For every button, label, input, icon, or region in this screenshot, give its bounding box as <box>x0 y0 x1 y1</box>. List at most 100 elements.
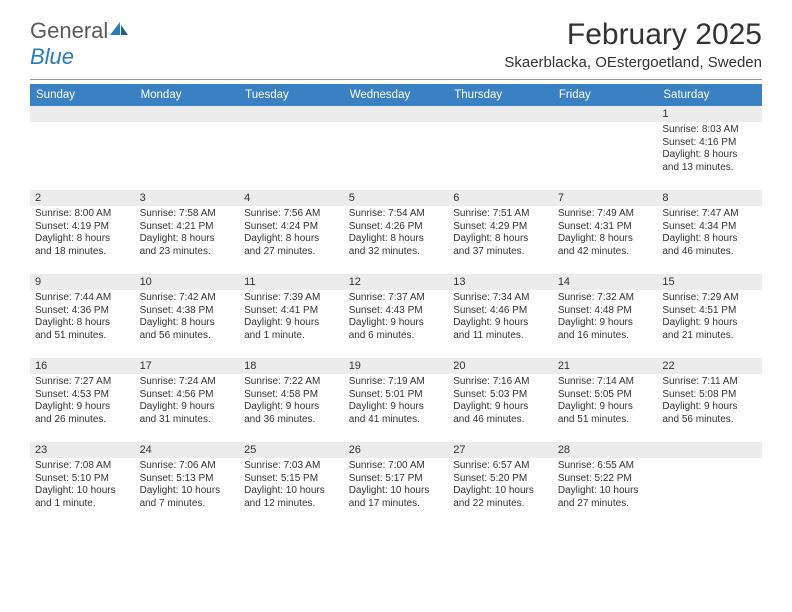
calendar-day-cell: 23Sunrise: 7:08 AMSunset: 5:10 PMDayligh… <box>30 442 135 526</box>
day-number: 27 <box>448 442 553 458</box>
calendar-day-cell: 21Sunrise: 7:14 AMSunset: 5:05 PMDayligh… <box>553 358 658 442</box>
calendar-day-cell: 26Sunrise: 7:00 AMSunset: 5:17 PMDayligh… <box>344 442 449 526</box>
day-details: Sunrise: 7:42 AMSunset: 4:38 PMDaylight:… <box>135 290 240 344</box>
calendar-day-cell: 27Sunrise: 6:57 AMSunset: 5:20 PMDayligh… <box>448 442 553 526</box>
day-number: 12 <box>344 274 449 290</box>
logo-text: GeneralBlue <box>30 18 130 70</box>
day-details: Sunrise: 7:29 AMSunset: 4:51 PMDaylight:… <box>657 290 762 344</box>
day-header: Saturday <box>657 84 762 106</box>
day-number: 24 <box>135 442 240 458</box>
calendar-day-cell: 25Sunrise: 7:03 AMSunset: 5:15 PMDayligh… <box>239 442 344 526</box>
day-details: Sunrise: 7:34 AMSunset: 4:46 PMDaylight:… <box>448 290 553 344</box>
calendar-week-row: 16Sunrise: 7:27 AMSunset: 4:53 PMDayligh… <box>30 358 762 442</box>
day-details: Sunrise: 7:06 AMSunset: 5:13 PMDaylight:… <box>135 458 240 512</box>
logo: GeneralBlue <box>30 18 130 70</box>
day-details: Sunrise: 7:22 AMSunset: 4:58 PMDaylight:… <box>239 374 344 428</box>
day-number <box>239 106 344 122</box>
calendar-day-cell: 17Sunrise: 7:24 AMSunset: 4:56 PMDayligh… <box>135 358 240 442</box>
day-number: 18 <box>239 358 344 374</box>
logo-text-general: General <box>30 18 108 43</box>
location-subtitle: Skaerblacka, OEstergoetland, Sweden <box>504 54 762 71</box>
day-details: Sunrise: 7:16 AMSunset: 5:03 PMDaylight:… <box>448 374 553 428</box>
day-number: 25 <box>239 442 344 458</box>
day-number: 13 <box>448 274 553 290</box>
calendar-day-cell: 8Sunrise: 7:47 AMSunset: 4:34 PMDaylight… <box>657 190 762 274</box>
title-block: February 2025 Skaerblacka, OEstergoetlan… <box>504 18 762 71</box>
calendar-day-cell <box>344 106 449 190</box>
day-number: 9 <box>30 274 135 290</box>
sail-icon <box>108 20 130 38</box>
day-details: Sunrise: 7:44 AMSunset: 4:36 PMDaylight:… <box>30 290 135 344</box>
calendar-day-cell <box>657 442 762 526</box>
calendar-day-cell <box>448 106 553 190</box>
day-number: 15 <box>657 274 762 290</box>
calendar-day-cell: 6Sunrise: 7:51 AMSunset: 4:29 PMDaylight… <box>448 190 553 274</box>
day-details: Sunrise: 7:08 AMSunset: 5:10 PMDaylight:… <box>30 458 135 512</box>
calendar-day-cell: 5Sunrise: 7:54 AMSunset: 4:26 PMDaylight… <box>344 190 449 274</box>
calendar-day-cell: 4Sunrise: 7:56 AMSunset: 4:24 PMDaylight… <box>239 190 344 274</box>
day-number: 4 <box>239 190 344 206</box>
day-number: 7 <box>553 190 658 206</box>
day-number: 17 <box>135 358 240 374</box>
calendar-day-cell: 28Sunrise: 6:55 AMSunset: 5:22 PMDayligh… <box>553 442 658 526</box>
day-number: 23 <box>30 442 135 458</box>
calendar-header-row: SundayMondayTuesdayWednesdayThursdayFrid… <box>30 84 762 106</box>
calendar-day-cell: 12Sunrise: 7:37 AMSunset: 4:43 PMDayligh… <box>344 274 449 358</box>
calendar-day-cell: 16Sunrise: 7:27 AMSunset: 4:53 PMDayligh… <box>30 358 135 442</box>
day-number: 16 <box>30 358 135 374</box>
day-number: 28 <box>553 442 658 458</box>
day-number: 22 <box>657 358 762 374</box>
calendar-day-cell <box>553 106 658 190</box>
calendar-week-row: 9Sunrise: 7:44 AMSunset: 4:36 PMDaylight… <box>30 274 762 358</box>
day-details: Sunrise: 7:39 AMSunset: 4:41 PMDaylight:… <box>239 290 344 344</box>
day-details: Sunrise: 7:32 AMSunset: 4:48 PMDaylight:… <box>553 290 658 344</box>
day-number <box>553 106 658 122</box>
day-details: Sunrise: 7:00 AMSunset: 5:17 PMDaylight:… <box>344 458 449 512</box>
calendar-day-cell: 3Sunrise: 7:58 AMSunset: 4:21 PMDaylight… <box>135 190 240 274</box>
calendar-week-row: 1Sunrise: 8:03 AMSunset: 4:16 PMDaylight… <box>30 106 762 190</box>
calendar-day-cell: 18Sunrise: 7:22 AMSunset: 4:58 PMDayligh… <box>239 358 344 442</box>
day-header: Tuesday <box>239 84 344 106</box>
calendar-day-cell: 10Sunrise: 7:42 AMSunset: 4:38 PMDayligh… <box>135 274 240 358</box>
day-details: Sunrise: 7:14 AMSunset: 5:05 PMDaylight:… <box>553 374 658 428</box>
day-details: Sunrise: 7:49 AMSunset: 4:31 PMDaylight:… <box>553 206 658 260</box>
day-number: 11 <box>239 274 344 290</box>
calendar-day-cell: 20Sunrise: 7:16 AMSunset: 5:03 PMDayligh… <box>448 358 553 442</box>
day-details: Sunrise: 7:03 AMSunset: 5:15 PMDaylight:… <box>239 458 344 512</box>
calendar-day-cell: 2Sunrise: 8:00 AMSunset: 4:19 PMDaylight… <box>30 190 135 274</box>
title-divider <box>30 79 762 80</box>
day-details: Sunrise: 6:55 AMSunset: 5:22 PMDaylight:… <box>553 458 658 512</box>
day-number: 5 <box>344 190 449 206</box>
calendar-day-cell: 14Sunrise: 7:32 AMSunset: 4:48 PMDayligh… <box>553 274 658 358</box>
day-number: 26 <box>344 442 449 458</box>
day-number: 3 <box>135 190 240 206</box>
header: GeneralBlue February 2025 Skaerblacka, O… <box>30 18 762 71</box>
calendar-day-cell: 11Sunrise: 7:39 AMSunset: 4:41 PMDayligh… <box>239 274 344 358</box>
day-details: Sunrise: 7:54 AMSunset: 4:26 PMDaylight:… <box>344 206 449 260</box>
day-number: 14 <box>553 274 658 290</box>
calendar-day-cell: 7Sunrise: 7:49 AMSunset: 4:31 PMDaylight… <box>553 190 658 274</box>
day-details: Sunrise: 7:47 AMSunset: 4:34 PMDaylight:… <box>657 206 762 260</box>
calendar-day-cell: 24Sunrise: 7:06 AMSunset: 5:13 PMDayligh… <box>135 442 240 526</box>
calendar-day-cell: 9Sunrise: 7:44 AMSunset: 4:36 PMDaylight… <box>30 274 135 358</box>
calendar-day-cell <box>239 106 344 190</box>
day-number: 6 <box>448 190 553 206</box>
day-details: Sunrise: 7:11 AMSunset: 5:08 PMDaylight:… <box>657 374 762 428</box>
day-details: Sunrise: 8:00 AMSunset: 4:19 PMDaylight:… <box>30 206 135 260</box>
day-number <box>448 106 553 122</box>
calendar-day-cell <box>30 106 135 190</box>
day-header: Wednesday <box>344 84 449 106</box>
day-header: Friday <box>553 84 658 106</box>
day-details: Sunrise: 7:58 AMSunset: 4:21 PMDaylight:… <box>135 206 240 260</box>
day-number: 1 <box>657 106 762 122</box>
calendar-day-cell: 19Sunrise: 7:19 AMSunset: 5:01 PMDayligh… <box>344 358 449 442</box>
day-details: Sunrise: 7:27 AMSunset: 4:53 PMDaylight:… <box>30 374 135 428</box>
day-details: Sunrise: 7:24 AMSunset: 4:56 PMDaylight:… <box>135 374 240 428</box>
calendar-day-cell: 1Sunrise: 8:03 AMSunset: 4:16 PMDaylight… <box>657 106 762 190</box>
calendar-day-cell: 13Sunrise: 7:34 AMSunset: 4:46 PMDayligh… <box>448 274 553 358</box>
day-details: Sunrise: 7:56 AMSunset: 4:24 PMDaylight:… <box>239 206 344 260</box>
day-number: 8 <box>657 190 762 206</box>
calendar-day-cell: 15Sunrise: 7:29 AMSunset: 4:51 PMDayligh… <box>657 274 762 358</box>
day-number: 10 <box>135 274 240 290</box>
day-number: 19 <box>344 358 449 374</box>
